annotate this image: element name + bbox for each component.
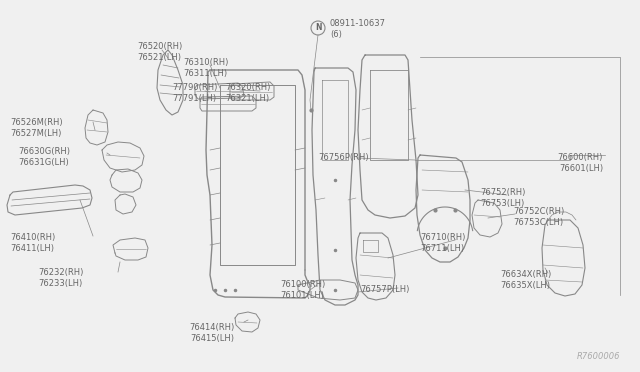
Text: 76526M(RH)
76527M(LH): 76526M(RH) 76527M(LH) <box>10 118 63 138</box>
Text: 76414(RH)
76415(LH): 76414(RH) 76415(LH) <box>189 323 235 343</box>
Text: 76752(RH)
76753(LH): 76752(RH) 76753(LH) <box>480 188 525 208</box>
Text: 76600(RH)
76601(LH): 76600(RH) 76601(LH) <box>557 153 603 173</box>
Text: 76520(RH)
76521(LH): 76520(RH) 76521(LH) <box>137 42 182 62</box>
Text: 76310(RH)
76311(LH): 76310(RH) 76311(LH) <box>183 58 228 78</box>
Text: 76232(RH)
76233(LH): 76232(RH) 76233(LH) <box>38 268 83 288</box>
Text: 76752C(RH)
76753C(LH): 76752C(RH) 76753C(LH) <box>513 207 564 227</box>
Text: 76757P(LH): 76757P(LH) <box>360 285 410 294</box>
Text: 76756P(RH): 76756P(RH) <box>318 153 369 162</box>
Text: 08911-10637: 08911-10637 <box>330 19 386 29</box>
Text: 76100(RH)
76101(LH): 76100(RH) 76101(LH) <box>280 280 325 300</box>
Text: 77790(RH)
77791(LH): 77790(RH) 77791(LH) <box>172 83 218 103</box>
Text: 76710(RH)
76711(LH): 76710(RH) 76711(LH) <box>420 233 465 253</box>
Text: 76630G(RH)
76631G(LH): 76630G(RH) 76631G(LH) <box>18 147 70 167</box>
Text: R7600006: R7600006 <box>577 352 620 361</box>
Text: 76320(RH)
76321(LH): 76320(RH) 76321(LH) <box>225 83 270 103</box>
Text: N: N <box>315 23 321 32</box>
Text: 76634X(RH)
76635X(LH): 76634X(RH) 76635X(LH) <box>500 270 551 290</box>
Text: (6): (6) <box>330 31 342 39</box>
Text: 76410(RH)
76411(LH): 76410(RH) 76411(LH) <box>10 233 55 253</box>
